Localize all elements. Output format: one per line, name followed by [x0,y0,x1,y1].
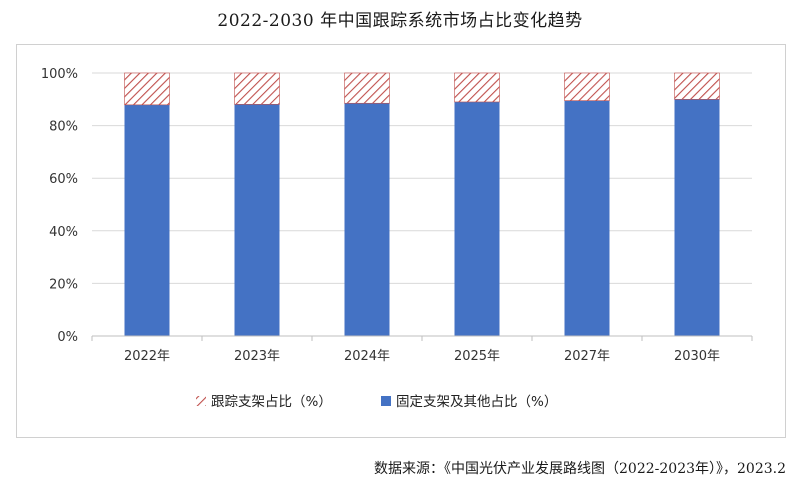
bar-segment-tracking [674,72,720,100]
x-tick-label: 2024年 [344,349,390,364]
chart-title: 2022-2030 年中国跟踪系统市场占比变化趋势 [217,11,583,31]
bar-segment-tracking [564,72,610,101]
bar-segment-fixed [234,104,280,336]
legend-swatch-tracking [196,396,206,406]
y-tick-label: 0% [57,330,78,345]
bar-segment-fixed [674,99,720,336]
y-tick-label: 80% [49,120,78,135]
y-tick-label: 100% [41,67,78,82]
x-tick-label: 2027年 [564,349,610,364]
legend-label: 固定支架及其他占比（%） [396,394,557,410]
y-tick-label: 60% [49,172,78,187]
bar-segment-tracking [454,72,500,103]
bar-segment-fixed [344,103,390,337]
x-tick-label: 2023年 [234,349,280,364]
x-tick-label: 2030年 [674,349,720,364]
x-tick-label: 2025年 [454,349,500,364]
x-tick-label: 2022年 [124,349,170,364]
bar-segment-fixed [454,101,500,337]
chart-frame [16,44,786,438]
legend-swatch-fixed [381,396,391,406]
bar-segment-fixed [564,100,610,337]
data-source-note: 数据来源：《中国光伏产业发展路线图（2022-2023年）》，2023.2 [374,461,786,477]
y-tick-label: 20% [49,277,78,292]
legend-label: 跟踪支架占比（%） [211,394,332,410]
bar-segment-tracking [234,72,280,105]
bar-segment-tracking [124,72,170,106]
bar-segment-tracking [344,72,390,104]
y-tick-label: 40% [49,225,78,240]
bar-segment-fixed [124,104,170,336]
